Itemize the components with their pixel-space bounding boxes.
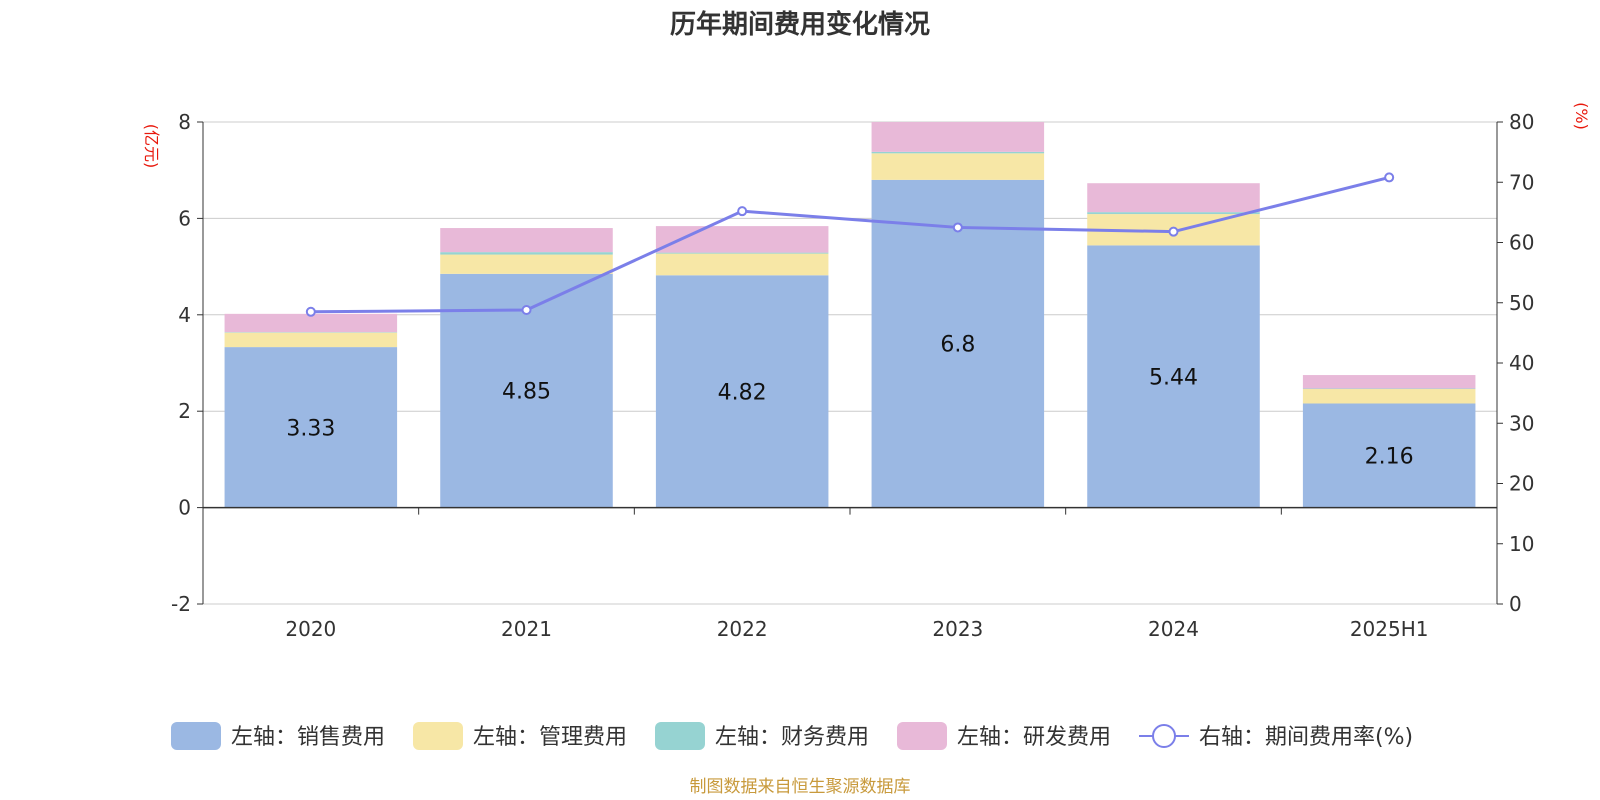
bar-value-label: 2.16 — [1365, 445, 1414, 470]
legend-item: 左轴：研发费用 — [897, 722, 1111, 750]
bar-segment — [440, 254, 613, 274]
left-tick-label: 8 — [178, 110, 191, 134]
rate-point — [737, 206, 748, 217]
x-tick-label: 2024 — [1148, 617, 1199, 641]
bar-segment — [224, 313, 398, 333]
legend-swatch — [897, 722, 947, 750]
bar-segment — [655, 252, 829, 254]
left-tick-label: 0 — [178, 496, 191, 520]
legend-item: 左轴：销售费用 — [171, 722, 385, 750]
right-tick-label: 30 — [1509, 411, 1534, 435]
bar-value-label: 3.33 — [286, 416, 335, 441]
bar-segment — [871, 151, 1045, 154]
bar-segment — [1302, 375, 1476, 389]
bar-value-label: 5.44 — [1149, 365, 1198, 390]
bar-segment — [655, 253, 829, 276]
right-axis-unit: (%) — [1572, 102, 1591, 130]
rate-point — [521, 304, 532, 315]
left-axis-unit: (亿元) — [142, 124, 161, 169]
chart-title: 历年期间费用变化情况 — [670, 9, 930, 40]
legend-item: 左轴：管理费用 — [413, 722, 627, 750]
bar-value-label: 6.8 — [940, 333, 975, 358]
rate-point — [1168, 226, 1179, 237]
left-tick-label: 2 — [178, 399, 191, 423]
legend-item: 左轴：财务费用 — [655, 722, 869, 750]
right-tick-label: 50 — [1509, 291, 1534, 315]
right-tick-label: 80 — [1509, 110, 1534, 134]
bar-segment — [655, 226, 829, 253]
legend-label: 左轴：研发费用 — [957, 725, 1111, 750]
legend-label: 左轴：财务费用 — [715, 725, 869, 750]
right-tick-label: 0 — [1509, 592, 1522, 616]
right-tick-label: 40 — [1509, 351, 1534, 375]
legend-marker — [1152, 724, 1176, 748]
right-tick-label: 60 — [1509, 231, 1534, 255]
right-tick-label: 20 — [1509, 472, 1534, 496]
rate-point — [952, 222, 963, 233]
bar-segment — [1302, 389, 1476, 404]
legend-swatch — [413, 722, 463, 750]
bar-segment — [1087, 212, 1260, 215]
bar-segment — [871, 179, 1045, 508]
legend: 左轴：销售费用 左轴：管理费用 左轴：财务费用 左轴：研发费用 右轴：期间费用率(%) — [171, 722, 1413, 750]
bar-segment — [224, 347, 398, 508]
left-tick-label: 6 — [178, 206, 191, 230]
x-tick-label: 2021 — [501, 617, 552, 641]
legend-swatch — [171, 722, 221, 750]
source-note: 制图数据来自恒生聚源数据库 — [690, 777, 911, 797]
legend-swatch — [655, 722, 705, 750]
legend-item: 右轴：期间费用率(%) — [1139, 724, 1413, 750]
bar-segment — [1087, 245, 1260, 508]
bar-value-label: 4.82 — [718, 380, 767, 405]
rate-point — [1384, 172, 1395, 183]
left-tick-label: -2 — [171, 592, 191, 616]
legend-label: 左轴：销售费用 — [231, 725, 385, 750]
x-tick-label: 2023 — [932, 617, 983, 641]
gridlines — [203, 121, 1497, 605]
bar-segment — [224, 332, 398, 348]
right-tick-label: 70 — [1509, 170, 1534, 194]
x-tick-label: 2025H1 — [1350, 617, 1429, 641]
left-tick-label: 4 — [178, 303, 191, 327]
rate-point — [305, 306, 316, 317]
bar-segment — [440, 252, 613, 255]
bar-value-label: 4.85 — [502, 380, 551, 405]
bar-segment — [655, 275, 829, 508]
bar-segment — [440, 228, 613, 253]
bar-segment — [871, 122, 1045, 152]
bar-segment — [1302, 403, 1476, 508]
x-tick-label: 2022 — [717, 617, 768, 641]
legend-label: 右轴：期间费用率(%) — [1199, 725, 1413, 750]
legend-label: 左轴：管理费用 — [473, 725, 627, 750]
rate-line-path — [310, 175, 1390, 314]
bar-segment — [1087, 183, 1260, 213]
bar-segment — [871, 153, 1045, 180]
rate-line — [305, 172, 1395, 317]
right-tick-label: 10 — [1509, 532, 1534, 556]
data-labels: 3.33 4.85 4.82 6.8 5.44 2.16 — [286, 333, 1413, 470]
x-tick-label: 2020 — [285, 617, 336, 641]
